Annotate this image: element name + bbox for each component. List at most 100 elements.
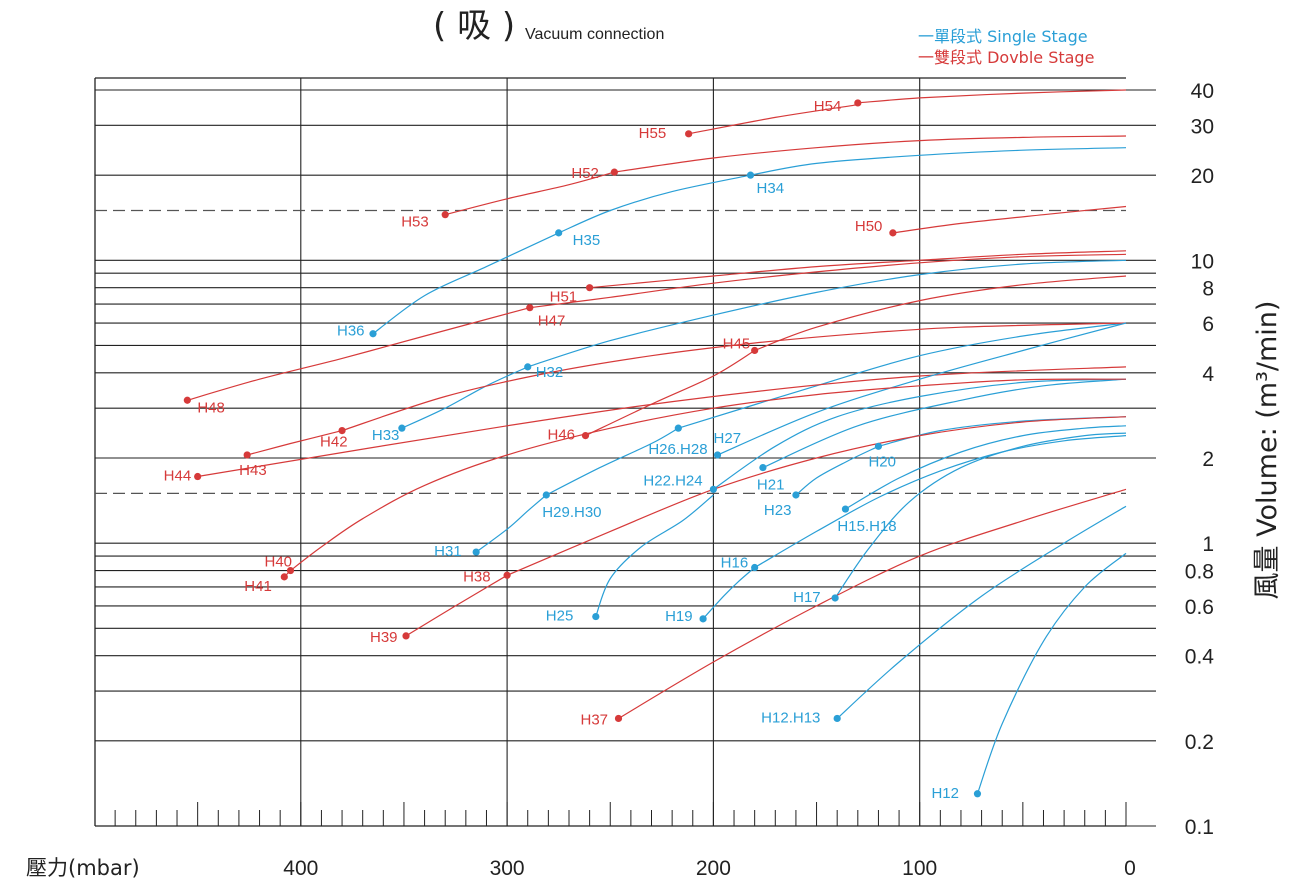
curve-h55 bbox=[688, 104, 858, 135]
point-h23 bbox=[792, 491, 800, 499]
curve-h53 bbox=[445, 171, 615, 216]
curve-h27 bbox=[717, 322, 1127, 456]
chart-title: ( 吸 ) bbox=[433, 6, 515, 46]
curve-h40 bbox=[290, 378, 1127, 572]
label-h21: H21 bbox=[757, 477, 785, 494]
point-h35 bbox=[555, 229, 563, 237]
point-h37 bbox=[614, 714, 623, 723]
point-h22-h24 bbox=[709, 485, 718, 493]
curve-h38 bbox=[506, 416, 1127, 576]
point-h16 bbox=[751, 563, 759, 572]
y-tick-label: 0.4 bbox=[1185, 646, 1215, 669]
label-h39: H39 bbox=[370, 629, 398, 646]
y-axis-title: 風量 Volume: (m³/min) bbox=[1252, 301, 1283, 600]
x-tick-labels: 400 300 200 100 0 bbox=[283, 857, 1136, 880]
point-h25 bbox=[592, 612, 600, 621]
label-h53: H53 bbox=[401, 214, 429, 231]
point-h48 bbox=[183, 396, 191, 404]
point-h21 bbox=[759, 463, 767, 472]
curve-h52 bbox=[614, 135, 1127, 173]
y-tick-label: 4 bbox=[1202, 363, 1214, 386]
label-h40: H40 bbox=[264, 554, 292, 571]
point-h12 bbox=[973, 790, 982, 798]
label-h34: H34 bbox=[757, 180, 785, 197]
y-tick-label: 0.1 bbox=[1185, 816, 1214, 839]
point-h40 bbox=[286, 566, 295, 575]
curve-h22-h24 bbox=[713, 378, 1127, 490]
point-h54 bbox=[854, 99, 862, 107]
point-h33 bbox=[398, 424, 406, 432]
label-h26-h28: H26.H28 bbox=[648, 441, 707, 458]
legend-single-stage: 一單段式 Single Stage bbox=[918, 27, 1088, 46]
label-h29-h30: H29.H30 bbox=[542, 504, 601, 521]
curve-h32 bbox=[527, 259, 1127, 368]
label-h46: H46 bbox=[547, 427, 575, 444]
x-tick-label: 200 bbox=[696, 857, 731, 880]
label-h32: H32 bbox=[536, 364, 564, 381]
label-h45: H45 bbox=[723, 335, 751, 352]
y-tick-label: 1 bbox=[1202, 533, 1214, 556]
y-tick-label: 6 bbox=[1202, 313, 1214, 336]
point-h47 bbox=[526, 304, 534, 312]
point-h41 bbox=[280, 573, 288, 581]
point-h38 bbox=[503, 571, 511, 579]
y-tick-labels: 40 30 20 10 8 6 4 2 1 0.8 0.6 0.4 0.2 0.1 bbox=[1185, 80, 1215, 839]
label-h37: H37 bbox=[581, 711, 609, 728]
curve-h16 bbox=[754, 435, 1127, 569]
label-h17: H17 bbox=[793, 589, 821, 606]
point-h43 bbox=[243, 451, 251, 459]
curve-h39 bbox=[405, 574, 508, 637]
point-h53 bbox=[441, 211, 449, 219]
label-h55: H55 bbox=[639, 125, 667, 142]
point-h52 bbox=[610, 168, 618, 176]
label-h42: H42 bbox=[320, 434, 348, 451]
curve-h26-h28 bbox=[678, 322, 1127, 429]
curve-h44 bbox=[197, 366, 1127, 478]
label-h36: H36 bbox=[337, 323, 365, 340]
label-h48: H48 bbox=[197, 399, 225, 416]
x-tick-label: 300 bbox=[490, 857, 525, 880]
x-tick-label: 100 bbox=[902, 857, 937, 880]
y-tick-label: 10 bbox=[1191, 250, 1214, 273]
curve-h35 bbox=[558, 174, 751, 234]
curve-h48 bbox=[187, 307, 530, 401]
point-h17 bbox=[831, 594, 839, 602]
label-h27: H27 bbox=[714, 430, 742, 447]
label-h35: H35 bbox=[573, 232, 601, 249]
y-tick-label: 8 bbox=[1202, 278, 1214, 301]
curve-h12 bbox=[976, 552, 1127, 794]
point-h42 bbox=[338, 426, 346, 435]
curve-h37 bbox=[618, 488, 1127, 720]
label-h51: H51 bbox=[550, 289, 578, 306]
legend: 一單段式 Single Stage 一雙段式 Dovble Stage bbox=[918, 27, 1094, 67]
curve-h15-h18 bbox=[845, 425, 1127, 510]
point-h19 bbox=[699, 615, 707, 623]
curve-h51 bbox=[589, 250, 1127, 289]
label-h12-h13: H12.H13 bbox=[761, 709, 820, 726]
y-tick-label: 2 bbox=[1202, 448, 1214, 471]
y-tick-label: 0.8 bbox=[1185, 561, 1214, 584]
point-h26-h28 bbox=[674, 424, 682, 432]
label-h41: H41 bbox=[244, 578, 272, 595]
curve-h23 bbox=[795, 445, 879, 496]
chart-subtitle: Vacuum connection bbox=[525, 26, 664, 43]
point-h39 bbox=[402, 632, 410, 640]
curve-h31 bbox=[475, 494, 547, 553]
label-h38: H38 bbox=[463, 568, 491, 585]
label-h22-h24: H22.H24 bbox=[643, 472, 702, 489]
label-h12: H12 bbox=[931, 785, 959, 802]
point-h50 bbox=[889, 229, 897, 237]
curve-h21 bbox=[762, 378, 1127, 469]
curve-h17 bbox=[834, 432, 1127, 599]
label-h16: H16 bbox=[721, 555, 749, 572]
label-h19: H19 bbox=[665, 608, 693, 625]
curve-h50 bbox=[892, 205, 1127, 234]
point-h31 bbox=[472, 548, 480, 556]
point-h34 bbox=[746, 171, 755, 179]
y-tick-label: 20 bbox=[1191, 165, 1214, 188]
point-h32 bbox=[524, 363, 532, 371]
grid bbox=[95, 78, 1156, 827]
y-tick-label: 40 bbox=[1191, 80, 1214, 103]
point-h12-h13 bbox=[833, 714, 841, 723]
